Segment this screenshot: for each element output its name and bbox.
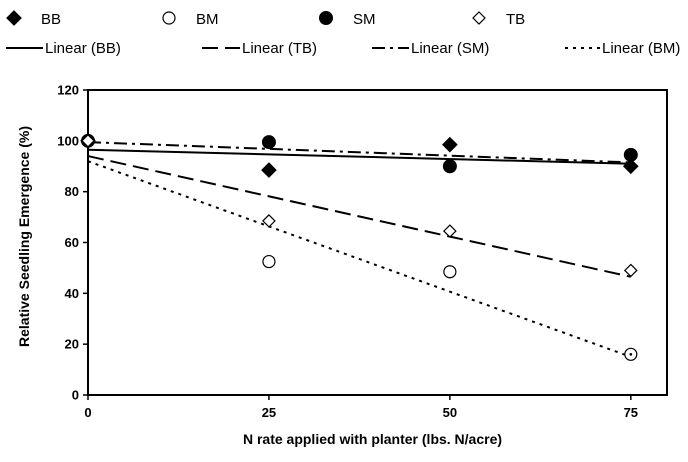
y-tick-label: 120	[57, 83, 79, 98]
data-point	[623, 147, 638, 162]
x-tick-label: 25	[262, 405, 276, 420]
data-point	[261, 135, 276, 150]
legend-marker	[6, 10, 22, 26]
trendline	[87, 141, 631, 164]
legend: BB BM SM TB Linear (BB) Linear (TB) Linear (SM…	[6, 10, 680, 57]
trendline	[87, 148, 631, 165]
legend-marker	[162, 11, 176, 25]
x-tick-label: 75	[624, 405, 638, 420]
data-point	[623, 263, 638, 278]
legend-line-label: Linear (TB)	[242, 40, 317, 57]
y-tick-label: 80	[65, 184, 79, 199]
trendline	[87, 160, 632, 358]
legend-label: BB	[41, 11, 61, 28]
data-point	[81, 133, 95, 148]
data-point	[442, 136, 458, 153]
legend-marker	[472, 11, 486, 25]
x-tick-label: 0	[84, 405, 91, 420]
legend-label: SM	[353, 11, 376, 28]
plot-frame	[87, 89, 668, 396]
legend-label: BM	[196, 11, 219, 28]
data-point	[443, 265, 457, 279]
legend-line-label: Linear (BB)	[45, 40, 121, 57]
legend-line-label: Linear (SM)	[411, 40, 489, 57]
data-point	[262, 214, 276, 228]
y-tick-label: 100	[57, 133, 79, 148]
data-point	[442, 159, 457, 174]
data-point-dot	[629, 353, 633, 356]
y-tick-label: 60	[65, 235, 79, 250]
y-axis-label: Relative Seedling Emergence (%)	[16, 126, 32, 347]
data-point	[622, 158, 639, 175]
data-point	[262, 254, 276, 269]
legend-marker	[319, 11, 333, 25]
y-tick-label: 20	[65, 337, 79, 352]
legend-label: TB	[506, 11, 525, 28]
legend-line-label: Linear (BM)	[602, 40, 680, 57]
y-tick-label: 40	[65, 286, 79, 301]
trendline	[87, 155, 632, 278]
y-tick-label: 0	[72, 388, 79, 403]
data-point	[443, 224, 457, 238]
x-axis-label: N rate applied with planter (lbs. N/acre…	[243, 431, 502, 447]
x-tick-label: 50	[443, 405, 457, 420]
data-point	[261, 162, 277, 178]
plot-area: 0 20 40 60 80 100 120 0 25 50 75	[57, 83, 668, 420]
